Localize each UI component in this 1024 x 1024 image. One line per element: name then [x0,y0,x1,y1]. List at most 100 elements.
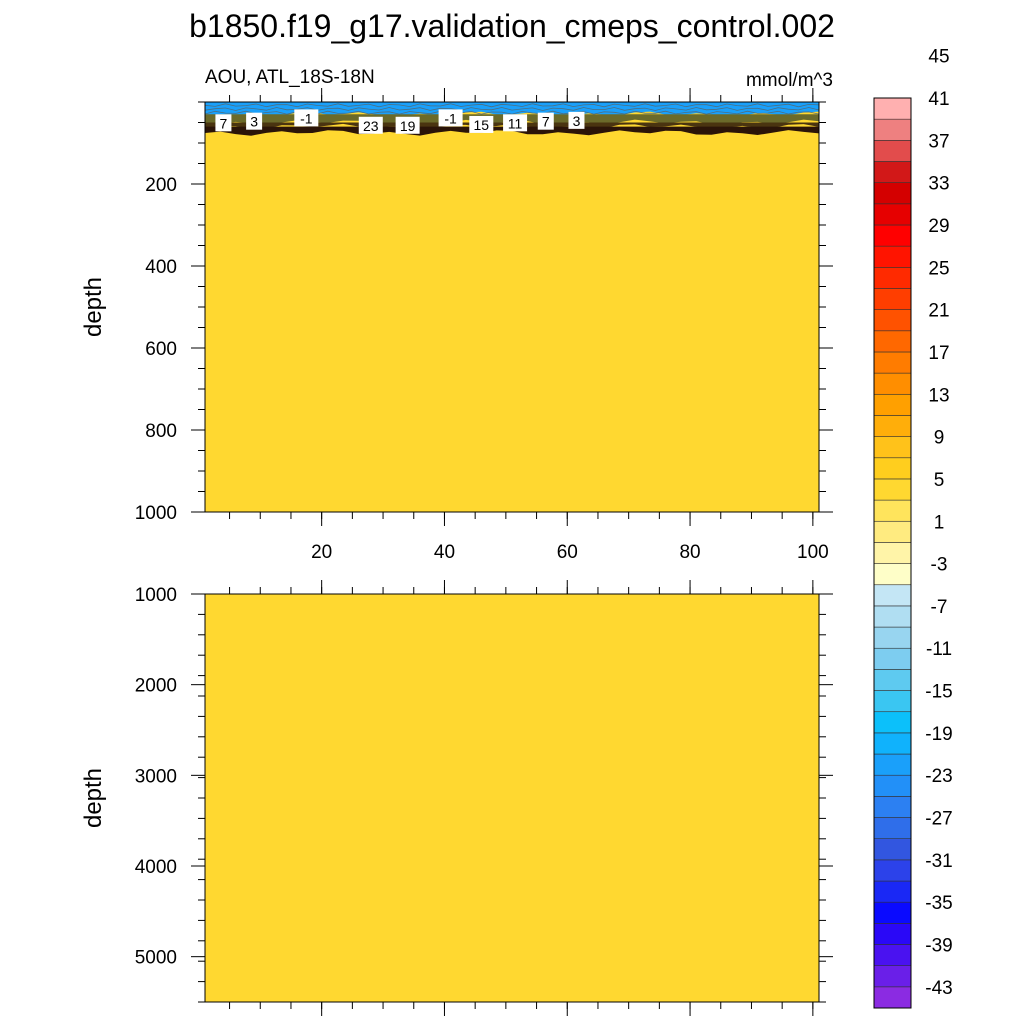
contour-label: 3 [573,113,581,129]
colorbar-swatch [873,140,912,162]
colorbar-label: -39 [925,936,952,957]
x-tick-label: 100 [797,542,829,563]
y-axis-title: depth [80,768,107,828]
colorbar-swatch [873,753,912,776]
y-tick-label: 200 [145,175,177,196]
contour-label-box [215,114,232,132]
colorbar-label: -31 [925,851,952,872]
colorbar-swatch [873,542,912,564]
colorbar-swatch [873,563,912,586]
surface-layer [205,126,819,136]
colorbar-label: -27 [925,809,952,830]
colorbar-swatch [873,690,912,713]
colorbar-swatch [873,796,912,818]
colorbar-swatch [873,436,912,459]
colorbar-label: 9 [934,428,945,449]
colorbar-swatch [873,732,912,755]
x-tick-label: 40 [434,542,455,563]
colorbar-swatch [873,838,912,861]
contour-label-box [568,111,585,129]
upper-panel: 7 3 -1 23 19 -1 15 11 7 3 200 400 600 800 1000 20 40 60 80… [80,88,833,563]
upper-fill [205,102,819,512]
colorbar-label: 45 [928,47,949,68]
colorbar-label: 29 [928,216,949,237]
colorbar-swatch [873,267,912,289]
contour-label: 7 [542,114,550,130]
y-tick-label: 2000 [135,676,177,697]
colorbar-swatch [873,118,912,141]
lower-fill [205,594,819,1002]
colorbar-swatch [873,499,912,522]
colorbar-swatch [873,415,912,437]
colorbar-label: -19 [925,724,952,745]
contour-label-box [395,116,420,134]
contour-label-box [537,112,554,130]
colorbar-label: 41 [928,89,949,110]
contour-label: 15 [474,117,490,133]
contour-label: -1 [444,110,457,126]
colorbar-swatch [873,182,912,205]
y-tick-label: 5000 [135,948,177,969]
lower-panel: 1000 2000 3000 4000 5000 depth [80,580,833,1016]
colorbar-swatch [873,245,912,268]
colorbar-label: -3 [931,555,948,576]
contour-label-box [294,109,319,127]
figure-title: b1850.f19_g17.validation_cmeps_control.0… [189,8,835,44]
colorbar-label: -43 [925,978,952,999]
y-tick-label: 1000 [135,585,177,606]
colorbar-swatch [873,457,912,480]
x-tick-label: 80 [679,542,700,563]
colorbar-label: 1 [934,512,945,533]
colorbar-label: -35 [925,893,952,914]
y-tick-label: 4000 [135,857,177,878]
colorbar-swatch [873,965,912,988]
units-label: mmol/m^3 [746,70,833,91]
colorbar-swatch [873,224,912,247]
colorbar-swatch [873,986,912,1009]
colorbar-frame [873,97,912,1009]
y-tick-label: 400 [145,257,177,278]
contour-label: 23 [363,118,379,134]
y-tick-label: 600 [145,339,177,360]
contour-line [204,103,820,108]
colorbar-swatch [873,774,912,797]
contour-label-box [246,112,263,130]
surface-layer [205,122,819,130]
colorbar-swatch [873,478,912,501]
contour-label-box [438,109,463,127]
colorbar-label: 5 [934,470,945,491]
colorbar-swatch [873,944,912,966]
x-tick-label: 20 [311,542,332,563]
colorbar-swatch [873,647,912,670]
colorbar-swatch [873,351,912,374]
colorbar-swatch [873,626,912,649]
y-tick-label: 1000 [135,503,177,524]
colorbar-label: -23 [925,766,952,787]
colorbar-label: -7 [931,597,948,618]
colorbar-swatch [873,880,912,903]
contour-label: -1 [300,110,313,126]
y-tick-label: 800 [145,421,177,442]
colorbar: -43-39-35-31-27-23-19-15-11-7-3159131721… [873,47,953,1009]
contour-label-box [469,115,494,133]
colorbar-swatch [873,669,912,691]
colorbar-label: 25 [928,258,949,279]
contour-label-box [358,116,383,134]
contour-label: 19 [400,118,416,134]
colorbar-swatch [873,330,912,353]
colorbar-swatch [873,372,912,395]
colorbar-swatch [873,520,912,543]
colorbar-label: 21 [928,301,949,322]
subtitle-left: AOU, ATL_18S-18N [205,67,375,88]
contour-label-box [503,114,528,132]
colorbar-swatch [873,859,912,882]
colorbar-swatch [873,203,912,226]
colorbar-label: 37 [928,131,949,152]
colorbar-swatch [873,711,912,734]
colorbar-swatch [873,161,912,183]
colorbar-swatch [873,817,912,839]
colorbar-label: 13 [928,385,949,406]
contour-label: 3 [250,114,258,130]
colorbar-label: 33 [928,174,949,195]
